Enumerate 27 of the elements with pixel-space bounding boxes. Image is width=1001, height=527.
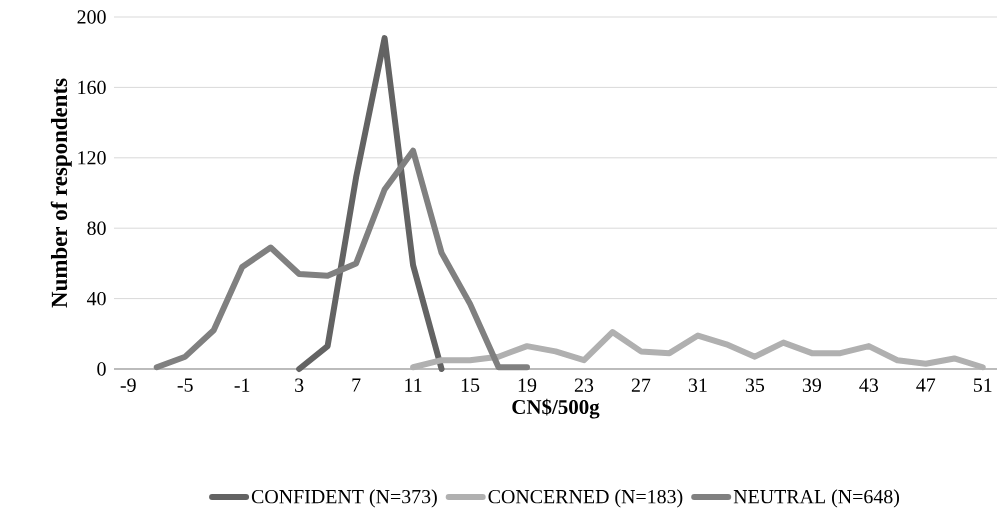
- x-tick-label: -1: [234, 378, 250, 392]
- x-tick-label: 35: [745, 378, 765, 392]
- y-tick-label: 0: [97, 362, 106, 376]
- y-tick-label: 120: [78, 151, 106, 165]
- x-tick-label: 15: [461, 378, 480, 392]
- x-tick-label: 43: [859, 378, 879, 392]
- x-tick-label: 51: [973, 378, 992, 392]
- x-tick-label: 7: [352, 378, 361, 392]
- y-tick-label: 200: [77, 10, 106, 24]
- legend-label: CONCERNED (N=183): [488, 489, 683, 508]
- x-tick-label: 31: [688, 378, 707, 392]
- x-tick-label: 27: [631, 378, 651, 392]
- legend-label: CONFIDENT (N=373): [251, 489, 437, 508]
- x-tick-label: -5: [177, 378, 193, 392]
- y-tick-label: 160: [78, 80, 106, 95]
- x-tick-label: 47: [916, 378, 936, 392]
- legend-label: NEUTRAL (N=648): [733, 489, 900, 508]
- x-tick-label: 11: [405, 378, 422, 392]
- x-tick-label: 23: [574, 378, 594, 392]
- x-tick-label: 39: [802, 378, 821, 392]
- y-axis-title: Number of respondents: [50, 78, 72, 308]
- x-tick-label: 19: [518, 378, 537, 392]
- y-tick-label: 40: [86, 291, 106, 306]
- x-axis-title: CN$/500g: [512, 398, 600, 419]
- x-tick-label: -9: [120, 378, 136, 392]
- x-tick-label: 3: [295, 378, 304, 392]
- y-tick-label: 80: [87, 221, 106, 235]
